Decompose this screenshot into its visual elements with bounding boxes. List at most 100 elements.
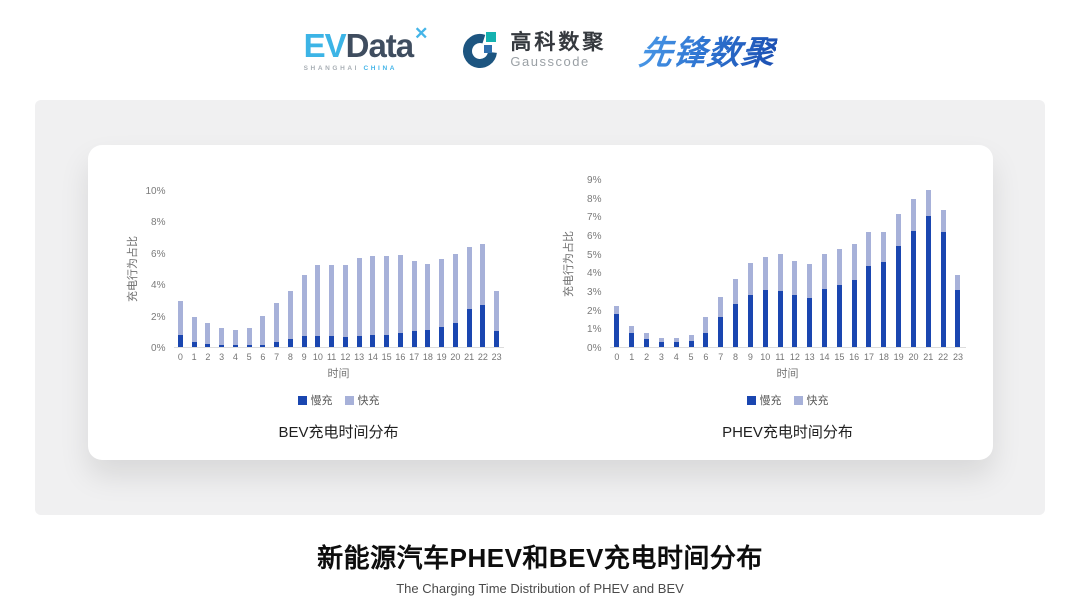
bar-segment-快充 xyxy=(191,317,197,342)
bev-y-axis: 0% 2% 4% 6% 8% 10% xyxy=(140,186,174,354)
bar-segment-快充 xyxy=(494,291,500,332)
bar-segment-慢充 xyxy=(896,246,902,347)
bar xyxy=(777,253,783,347)
bar-segment-慢充 xyxy=(411,331,417,347)
legend-item-慢充: 慢充 xyxy=(297,392,333,408)
bar-segment-慢充 xyxy=(836,285,842,347)
x-tick-label: 18 xyxy=(878,352,889,362)
bar xyxy=(397,255,403,347)
bar-segment-快充 xyxy=(425,263,431,330)
bar xyxy=(925,190,931,347)
y-tick-label: 0% xyxy=(587,343,602,354)
bar xyxy=(822,253,827,347)
bar-segment-慢充 xyxy=(342,336,348,347)
bar-segment-快充 xyxy=(644,333,650,339)
stacked-bar-hour-5 xyxy=(684,334,699,347)
legend-swatch-icon xyxy=(746,395,756,405)
bar-segment-慢充 xyxy=(807,297,813,347)
stacked-bar-hour-2 xyxy=(639,333,654,347)
y-tick-label: 6% xyxy=(151,248,166,260)
bar xyxy=(718,296,724,347)
bar-segment-慢充 xyxy=(925,216,931,347)
bar xyxy=(466,247,472,347)
bar xyxy=(356,258,362,347)
stacked-bar-hour-3 xyxy=(654,337,669,347)
y-tick-label: 9% xyxy=(587,175,602,186)
x-tick-label: 11 xyxy=(326,352,337,362)
bar xyxy=(480,244,486,347)
x-tick-label: 10 xyxy=(312,352,323,362)
evdata-ev-text: EV xyxy=(303,26,347,64)
bar xyxy=(955,275,961,347)
stacked-bar-hour-12 xyxy=(339,264,353,347)
bar-segment-快充 xyxy=(777,253,783,291)
x-tick-label: 6 xyxy=(703,352,709,362)
x-tick-label: 4 xyxy=(673,352,679,362)
x-tick-label: 22 xyxy=(938,352,949,362)
bar-segment-慢充 xyxy=(658,342,664,347)
phev-y-axis: 0% 1% 2% 3% 4% 5% 6% 7% 8% 9% xyxy=(576,175,610,354)
legend-swatch-icon xyxy=(793,395,803,405)
x-tick-label: 19 xyxy=(893,352,904,362)
bar xyxy=(673,337,679,347)
y-tick-label: 8% xyxy=(587,193,602,205)
stacked-bar-hour-17 xyxy=(862,232,877,347)
bar-segment-慢充 xyxy=(301,336,307,347)
bev-y-axis-title: 充电行为占比 xyxy=(124,190,140,348)
stacked-bar-hour-18 xyxy=(421,263,435,347)
bar-segment-慢充 xyxy=(955,290,961,347)
bar xyxy=(807,263,813,347)
bar-segment-慢充 xyxy=(851,279,857,347)
chart-panel: 充电行为占比 0% 2% 4% 6% 8% 10% 0 1 2 3 4 5 6 7 8 9 10 11 12 13 1… xyxy=(35,100,1045,515)
stacked-bar-hour-20 xyxy=(906,198,921,347)
stacked-bar-hour-16 xyxy=(394,255,408,347)
x-tick-label: 19 xyxy=(436,352,447,362)
bar-segment-慢充 xyxy=(703,333,709,347)
stacked-bar-hour-20 xyxy=(449,254,463,347)
legend-item-慢充: 慢充 xyxy=(746,392,782,408)
bar xyxy=(629,325,635,347)
bar-segment-快充 xyxy=(836,249,842,286)
bar-segment-快充 xyxy=(703,317,709,333)
bar-segment-快充 xyxy=(232,329,238,346)
y-tick-label: 10% xyxy=(145,186,166,197)
bar-segment-慢充 xyxy=(866,265,872,347)
stacked-bar-hour-13 xyxy=(352,258,366,347)
x-tick-label: 8 xyxy=(287,352,293,362)
legend-swatch-icon xyxy=(344,395,354,405)
bar xyxy=(425,263,431,347)
main-title: 新能源汽车PHEV和BEV充电时间分布 xyxy=(317,543,763,573)
legend-item-快充: 快充 xyxy=(344,392,380,408)
phev-y-axis-title: 充电行为占比 xyxy=(560,179,576,348)
stacked-bar-hour-1 xyxy=(624,325,639,347)
x-tick-label: 23 xyxy=(491,352,502,362)
bar-segment-快充 xyxy=(822,253,827,290)
main-subtitle: The Charging Time Distribution of PHEV a… xyxy=(396,581,684,596)
stacked-bar-hour-0 xyxy=(174,301,188,347)
stacked-bar-hour-15 xyxy=(832,249,847,347)
bar-segment-快充 xyxy=(807,263,813,298)
bar xyxy=(439,259,445,347)
bar-segment-慢充 xyxy=(762,290,768,347)
x-tick-label: 11 xyxy=(775,352,785,362)
stacked-bar-hour-2 xyxy=(201,323,215,347)
bar-segment-慢充 xyxy=(480,304,486,347)
bar xyxy=(232,329,238,347)
x-tick-label: 9 xyxy=(747,352,753,362)
x-tick-label: 18 xyxy=(422,352,433,362)
phev-chart: 充电行为占比 0% 1% 2% 3% 4% 5% 6% 7% 8% 9% 0 1 2 3 4 5 6 7 8 9 10… xyxy=(560,175,966,442)
bev-chart: 充电行为占比 0% 2% 4% 6% 8% 10% 0 1 2 3 4 5 6 7 8 9 10 11 12 13 1… xyxy=(124,186,504,442)
stacked-bar-hour-6 xyxy=(256,315,270,347)
bar-segment-慢充 xyxy=(629,333,635,347)
pioneer-logo: 先锋数聚 xyxy=(637,26,780,74)
bar-segment-慢充 xyxy=(232,345,238,347)
y-tick-label: 2% xyxy=(151,311,166,323)
y-tick-label: 0% xyxy=(151,343,166,354)
bar-segment-快充 xyxy=(480,244,486,305)
bar-segment-快充 xyxy=(246,328,252,346)
y-tick-label: 1% xyxy=(587,324,602,336)
bar-segment-慢充 xyxy=(439,327,445,347)
bar xyxy=(851,244,857,347)
x-tick-label: 4 xyxy=(232,352,238,362)
bar-segment-慢充 xyxy=(881,262,887,347)
